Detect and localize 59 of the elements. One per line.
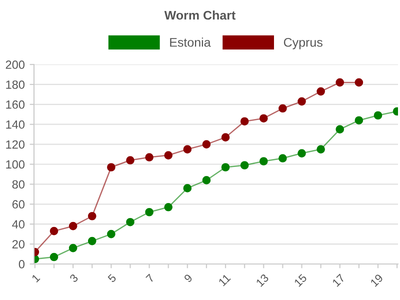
point	[259, 157, 268, 166]
point	[316, 145, 325, 154]
y-tick-label: 60	[12, 200, 25, 209]
point	[278, 154, 287, 162]
point	[298, 149, 306, 158]
point	[183, 184, 192, 192]
point	[202, 176, 211, 184]
point	[298, 97, 306, 106]
point	[316, 87, 325, 96]
point	[183, 145, 192, 154]
point	[221, 133, 230, 142]
x-tick-label: 17	[332, 274, 346, 287]
y-tick-label: 160	[6, 100, 25, 109]
y-tick-label: 100	[6, 160, 25, 169]
y-tick-label: 0	[18, 260, 25, 268]
point	[354, 116, 364, 125]
point	[354, 78, 364, 87]
point	[68, 222, 78, 230]
point	[126, 218, 134, 226]
x-tick-label: 1	[31, 274, 40, 282]
y-tick-label: 200	[6, 60, 25, 69]
point	[107, 230, 116, 238]
x-tick-label: 19	[370, 274, 384, 287]
point	[221, 163, 230, 172]
y-tick-label: 140	[6, 120, 25, 129]
point	[336, 125, 344, 134]
point	[88, 212, 96, 220]
point	[88, 236, 96, 246]
x-tick-label: 15	[294, 274, 308, 287]
y-tick-label: 80	[12, 180, 25, 189]
point	[126, 156, 134, 164]
point	[145, 153, 154, 162]
point	[259, 114, 268, 123]
legend-label: Estonia	[170, 38, 211, 47]
point	[240, 161, 249, 170]
x-tick-label: 7	[146, 274, 155, 283]
y-tick-label: 120	[6, 140, 25, 149]
x-tick-label: 5	[107, 274, 117, 283]
x-tick-label: 9	[184, 274, 193, 283]
point	[107, 163, 116, 172]
legend-label: Cyprus	[284, 38, 322, 50]
point	[145, 208, 154, 216]
y-tick-label: 40	[12, 220, 25, 228]
point	[202, 140, 211, 148]
point	[164, 202, 173, 212]
point	[164, 151, 173, 160]
chart-title: Worm Chart	[164, 10, 236, 20]
point	[278, 104, 287, 113]
point	[240, 117, 249, 126]
x-tick-label: 3	[69, 274, 78, 283]
point	[68, 244, 78, 252]
point	[50, 226, 58, 236]
y-tick-label: 180	[6, 80, 25, 89]
x-tick-label: 11	[218, 274, 231, 286]
point	[374, 111, 382, 120]
y-tick-label: 20	[12, 240, 25, 248]
point	[336, 78, 344, 87]
x-tick-label: 13	[256, 274, 270, 287]
point	[50, 252, 58, 262]
